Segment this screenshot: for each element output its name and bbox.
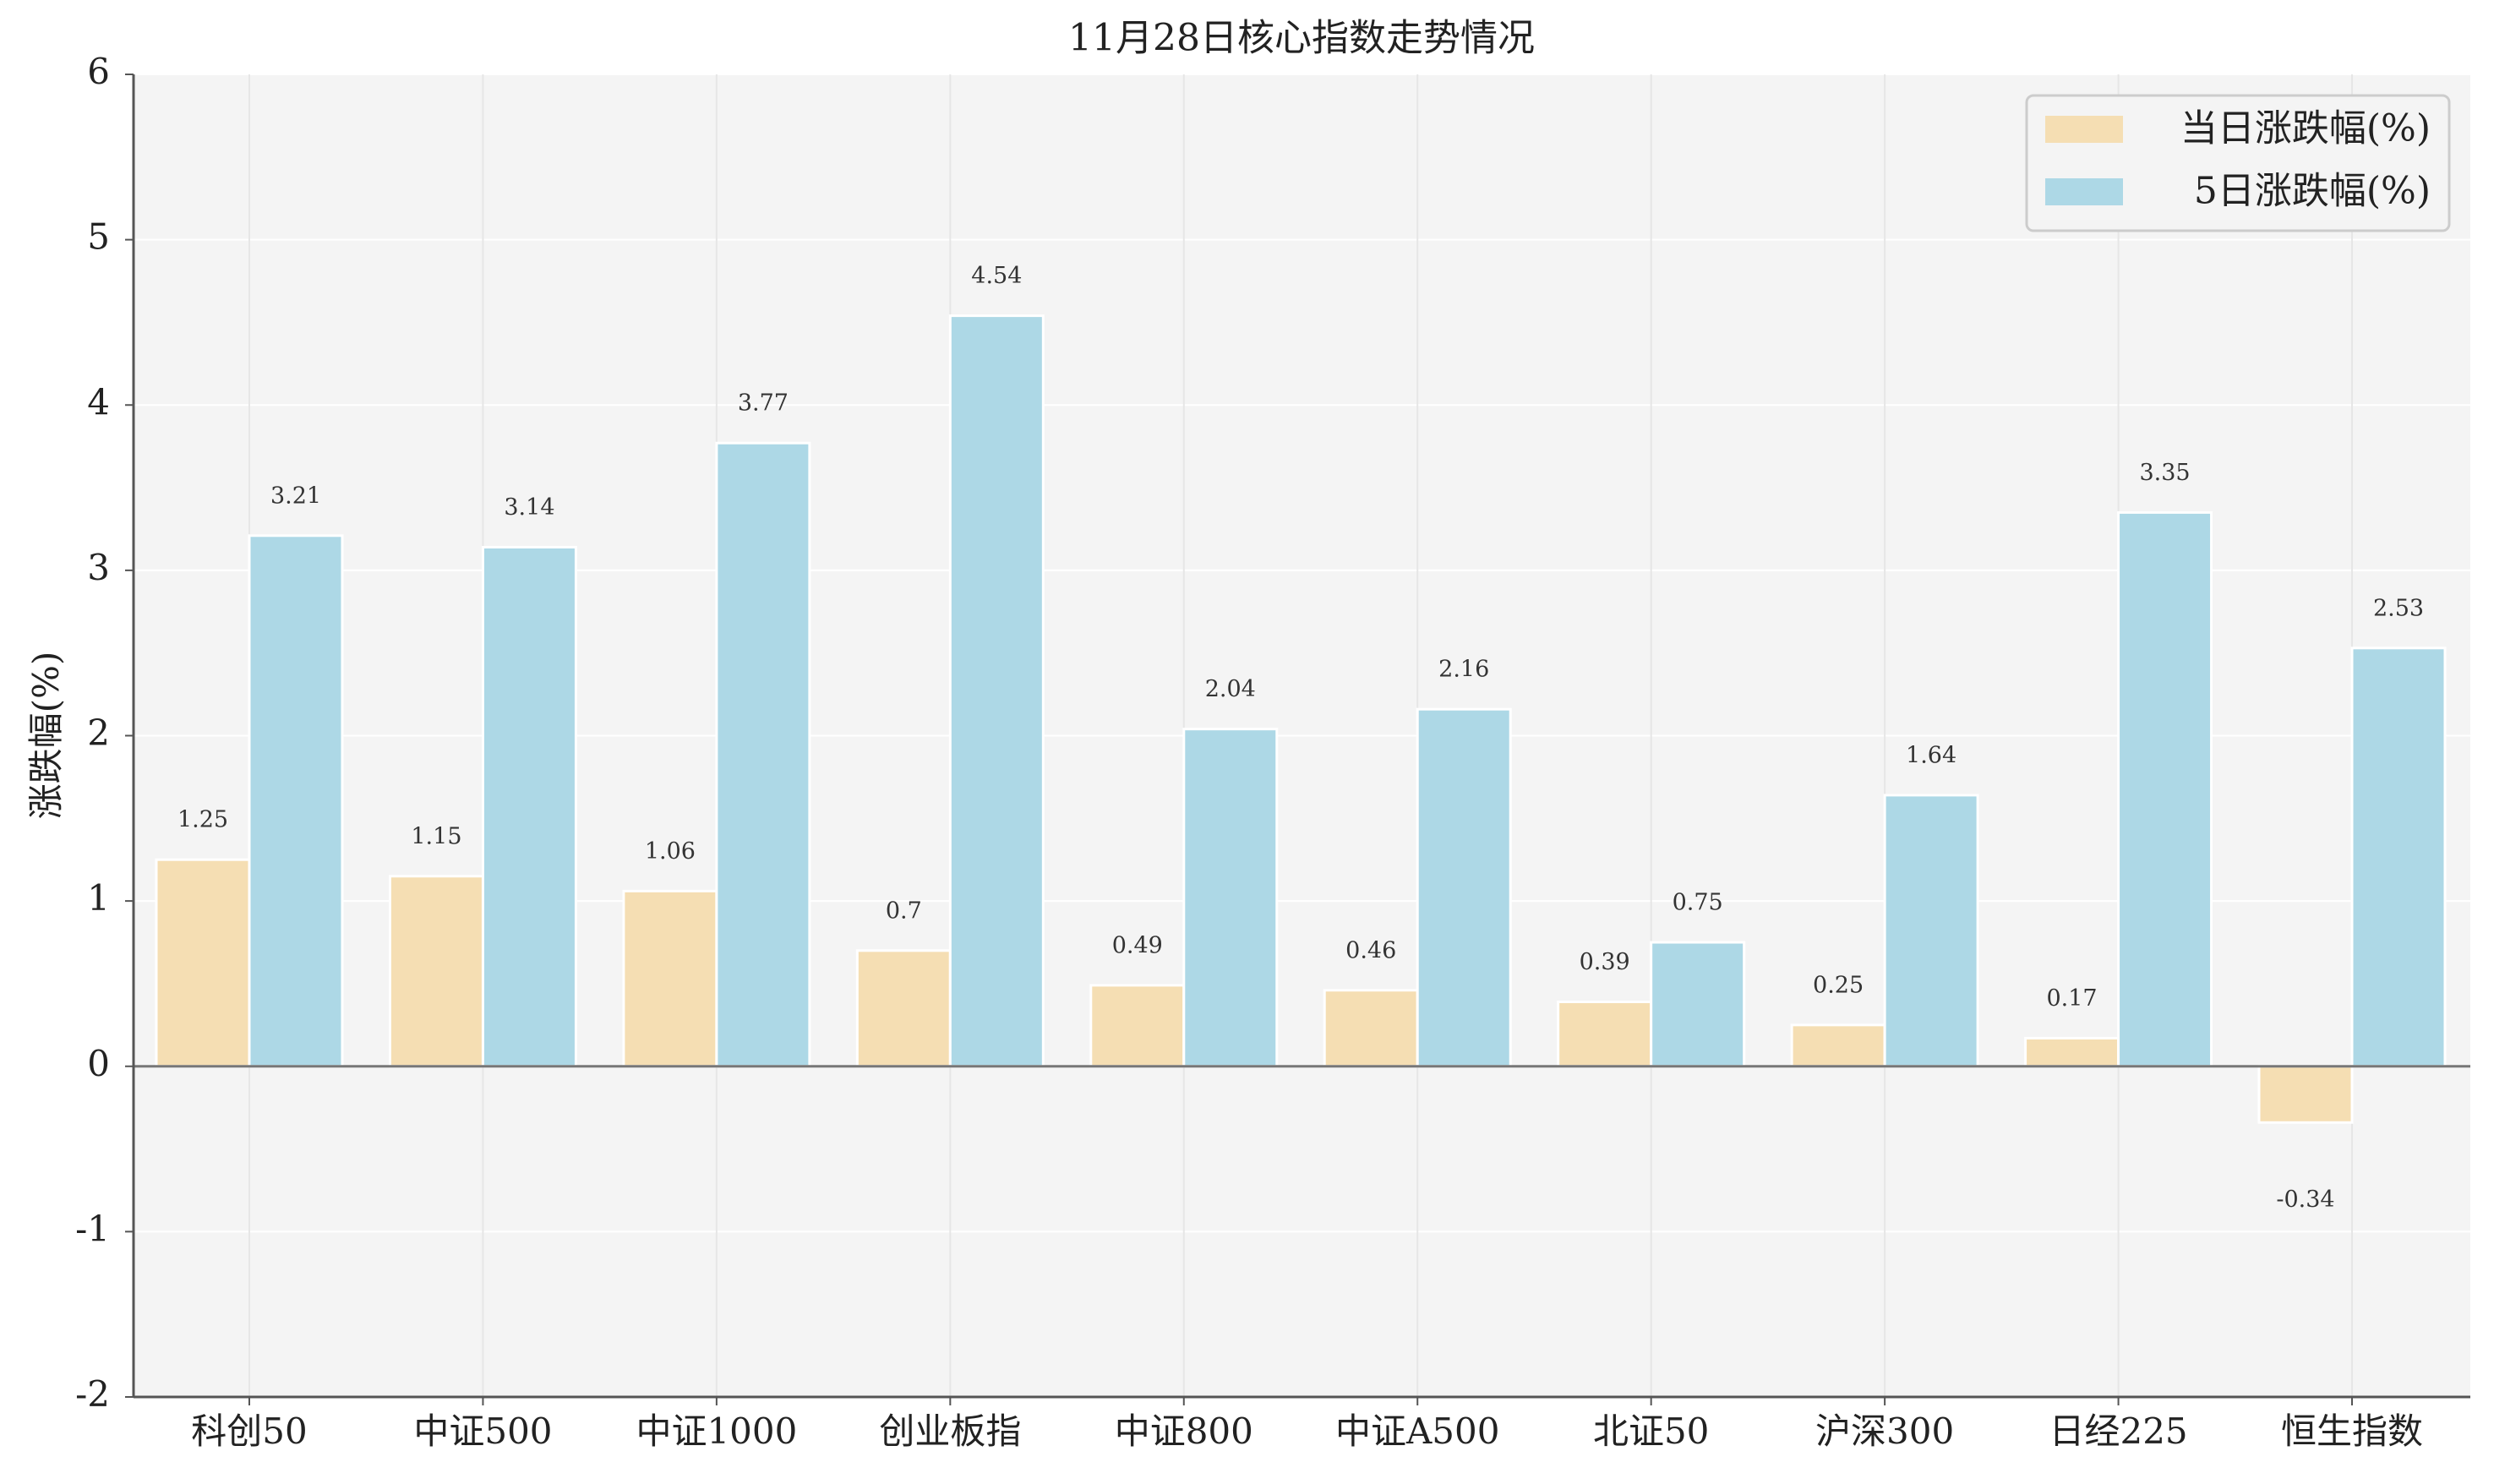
y-tick-label: -2 [75, 1373, 110, 1415]
bar-series-1 [1790, 1023, 1886, 1068]
data-label: 2.04 [1205, 676, 1256, 702]
data-label: 2.53 [2373, 595, 2424, 621]
bar-series-1 [388, 875, 484, 1068]
bar-series-2 [2350, 647, 2447, 1068]
legend-label-1: 当日涨跌幅(%) [2180, 107, 2431, 150]
bar-series-1 [2024, 1036, 2120, 1068]
x-tick-label: 北证50 [1593, 1410, 1709, 1452]
bar-series-2 [948, 314, 1045, 1068]
data-label: 1.15 [411, 823, 461, 849]
bar-series-1 [1323, 989, 1419, 1068]
data-label: 2.16 [1438, 657, 1489, 683]
bar-series-2 [2117, 510, 2213, 1068]
bar-series-1 [2257, 1065, 2354, 1124]
x-tick-label: 中证800 [1115, 1410, 1253, 1452]
y-tick-label: -1 [75, 1208, 110, 1249]
x-tick-label: 沪深300 [1815, 1410, 1954, 1452]
y-axis-label: 涨跌幅(%) [25, 652, 67, 820]
bar-series-1 [155, 858, 251, 1068]
bar-series-2 [481, 545, 577, 1068]
data-label: 3.35 [2139, 460, 2190, 486]
legend-swatch-2 [2045, 178, 2123, 205]
y-tick-label: 0 [87, 1043, 110, 1084]
data-label: 0.46 [1345, 937, 1396, 963]
data-label: 1.06 [645, 838, 696, 865]
data-label: 3.21 [270, 483, 321, 509]
data-label: 0.7 [886, 897, 922, 924]
legend-label-2: 5日涨跌幅(%) [2194, 170, 2431, 213]
bar-series-2 [248, 534, 344, 1068]
bar-series-2 [715, 441, 811, 1068]
x-tick-label: 日经225 [2049, 1410, 2187, 1452]
bar-series-1 [855, 949, 952, 1068]
y-tick-label: 2 [87, 712, 110, 754]
y-tick-label: 4 [87, 381, 110, 423]
x-tick-label: 恒生指数 [2281, 1410, 2423, 1452]
x-tick-label: 科创50 [191, 1410, 307, 1452]
bar-series-2 [1650, 941, 1746, 1068]
bar-series-1 [622, 889, 718, 1068]
x-tick-label: 创业板指 [879, 1410, 1021, 1452]
bar-series-2 [1182, 728, 1279, 1068]
data-label: 0.25 [1813, 972, 1864, 998]
data-label: 3.14 [504, 494, 554, 521]
legend-box [2025, 94, 2451, 232]
data-label: 0.75 [1673, 890, 1723, 916]
data-label: 1.25 [177, 807, 228, 833]
data-label: 4.54 [971, 263, 1022, 289]
y-tick-label: 5 [87, 216, 110, 258]
chart-title: 11月28日核心指数走势情况 [1068, 17, 1535, 60]
bar-series-1 [1557, 1000, 1653, 1068]
data-label: 0.17 [2046, 985, 2097, 1012]
y-tick-label: 6 [87, 51, 110, 92]
data-label: 0.49 [1112, 932, 1163, 958]
x-tick-label: 中证500 [413, 1410, 552, 1452]
y-tick-label: 3 [87, 547, 110, 588]
bar-series-2 [1883, 794, 1979, 1068]
legend-swatch-1 [2045, 116, 2123, 143]
data-label: 1.64 [1906, 742, 1956, 768]
y-tick-label: 1 [87, 877, 110, 919]
x-tick-label: 中证A500 [1335, 1410, 1500, 1452]
bar-series-1 [1089, 984, 1186, 1068]
data-label: 0.39 [1580, 949, 1630, 975]
bar-series-2 [1416, 707, 1512, 1068]
data-label: 3.77 [738, 390, 789, 417]
x-tick-label: 中证1000 [636, 1410, 797, 1452]
data-label: -0.34 [2276, 1187, 2334, 1213]
legend: 当日涨跌幅(%) 5日涨跌幅(%) [2025, 94, 2451, 232]
